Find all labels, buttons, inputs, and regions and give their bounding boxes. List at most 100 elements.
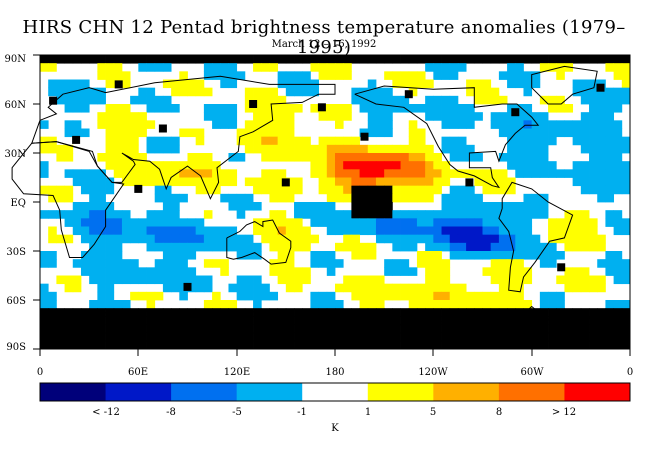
anomaly-cell: [457, 242, 467, 252]
anomaly-cell: [302, 267, 311, 276]
anomaly-cell: [56, 185, 65, 195]
anomaly-cell: [457, 226, 467, 236]
anomaly-cell: [318, 136, 328, 146]
anomaly-cell: [613, 63, 623, 72]
anomaly-cell: [195, 177, 205, 187]
anomaly-cell: [171, 242, 180, 252]
anomaly-cell: [318, 210, 328, 219]
anomaly-cell: [277, 112, 287, 121]
anomaly-cell: [597, 308, 606, 317]
anomaly-cell: [589, 340, 598, 350]
anomaly-cell: [507, 267, 516, 276]
anomaly-cell: [613, 218, 623, 227]
anomaly-cell: [613, 332, 623, 342]
anomaly-cell: [154, 218, 164, 227]
anomaly-cell: [212, 71, 221, 80]
anomaly-cell: [72, 340, 82, 350]
anomaly-cell: [285, 193, 295, 203]
anomaly-cell: [580, 161, 590, 170]
anomaly-cell: [351, 153, 360, 162]
anomaly-cell: [621, 161, 631, 170]
anomaly-cell: [220, 332, 229, 342]
anomaly-cell: [498, 153, 508, 162]
anomaly-cell: [113, 316, 123, 325]
anomaly-cell: [113, 128, 123, 138]
anomaly-cell: [130, 234, 139, 244]
lat-label-60n: 60N: [5, 100, 27, 111]
anomaly-cell: [408, 55, 418, 64]
anomaly-cell: [433, 185, 442, 195]
anomaly-cell: [589, 55, 598, 64]
anomaly-cell: [425, 104, 434, 113]
anomaly-cell: [572, 55, 582, 64]
anomaly-cell: [261, 63, 270, 72]
anomaly-cell: [531, 79, 541, 89]
anomaly-cell: [580, 144, 590, 154]
anomaly-cell: [326, 185, 336, 195]
anomaly-cell: [56, 234, 65, 244]
anomaly-cell: [433, 218, 442, 227]
anomaly-cell: [244, 120, 254, 129]
anomaly-cell: [416, 226, 426, 236]
anomaly-cell: [318, 112, 328, 121]
anomaly-cell: [457, 120, 467, 129]
anomaly-cell: [343, 193, 352, 203]
anomaly-cell: [408, 340, 418, 350]
anomaly-cell: [162, 316, 172, 325]
anomaly-cell: [212, 161, 221, 170]
anomaly-cell: [351, 275, 360, 285]
anomaly-cell: [441, 177, 451, 187]
anomaly-cell: [400, 324, 410, 334]
anomaly-cell: [236, 316, 246, 325]
anomaly-cell: [228, 55, 238, 64]
anomaly-cell: [294, 210, 303, 219]
anomaly-cell: [318, 71, 328, 80]
anomaly-cell: [367, 218, 377, 227]
anomaly-cell: [138, 87, 147, 97]
anomaly-cell: [105, 161, 115, 170]
anomaly-cell: [244, 104, 254, 113]
anomaly-cell: [589, 177, 598, 187]
anomaly-cell: [113, 104, 123, 113]
anomaly-cell: [416, 104, 426, 113]
anomaly-cell: [80, 308, 90, 317]
missing-data-cell: [183, 282, 192, 291]
anomaly-cell: [138, 55, 147, 64]
anomaly-cell: [64, 87, 74, 97]
anomaly-cell: [269, 87, 279, 97]
anomaly-cell: [310, 251, 320, 260]
anomaly-cell: [425, 79, 434, 89]
anomaly-cell: [56, 153, 65, 162]
anomaly-cell: [203, 324, 213, 334]
anomaly-cell: [498, 128, 508, 138]
anomaly-cell: [597, 185, 606, 195]
anomaly-cell: [449, 300, 459, 309]
anomaly-cell: [162, 95, 172, 105]
anomaly-cell: [589, 226, 598, 236]
anomaly-cell: [203, 332, 213, 342]
anomaly-cell: [261, 324, 270, 334]
anomaly-cell: [613, 185, 623, 195]
anomaly-cell: [515, 324, 524, 334]
anomaly-cell: [515, 71, 524, 80]
anomaly-cell: [318, 259, 328, 268]
anomaly-cell: [482, 87, 492, 97]
anomaly-cell: [531, 202, 541, 211]
anomaly-cell: [277, 95, 287, 105]
anomaly-cell: [64, 169, 74, 178]
anomaly-cell: [195, 308, 205, 317]
lon-label-120w: 120W: [418, 367, 448, 378]
anomaly-cell: [154, 267, 164, 276]
anomaly-cell: [72, 169, 82, 178]
anomaly-cell: [589, 112, 598, 121]
anomaly-cell: [441, 95, 451, 105]
anomaly-cell: [408, 300, 418, 309]
anomaly-cell: [498, 55, 508, 64]
anomaly-cell: [195, 340, 205, 350]
anomaly-cell: [171, 87, 180, 97]
anomaly-cell: [359, 185, 369, 195]
anomaly-cell: [310, 153, 320, 162]
anomaly-cell: [531, 324, 541, 334]
anomaly-cell: [351, 144, 360, 154]
anomaly-cell: [375, 340, 385, 350]
